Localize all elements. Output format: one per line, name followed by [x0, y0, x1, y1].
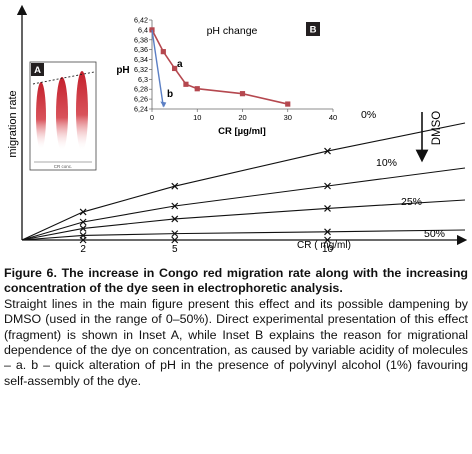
inset-b-y-tick-label-1: 6,26: [134, 95, 148, 104]
inset-b-axes: 6,246,266,286,36,326,346,366,386,46,42 0 1…: [134, 16, 337, 123]
main-x-axis-label: CR ( mg/ml): [297, 240, 351, 251]
main-series-line-3: [21, 229, 466, 241]
main-point-2-2: [171, 215, 179, 223]
inset-a-label: A: [34, 65, 41, 76]
inset-b-y-tick-label-9: 6,42: [134, 16, 148, 25]
main-series-label-0: 0%: [361, 109, 376, 121]
inset-b-x-axis-label: CR [µg/ml]: [218, 126, 266, 137]
main-series-group: 0% 10% 25% 50%: [21, 109, 466, 241]
inset-b-series-b-arrowhead: [160, 101, 167, 108]
inset-b-y-tick-label-3: 6,3: [138, 75, 148, 84]
inset-a-label-box: [31, 63, 44, 76]
inset-b-series-a-point-1: [160, 49, 166, 55]
inset-b-y-tick-label-4: 6,32: [134, 65, 148, 74]
main-chart-axes: [16, 4, 468, 246]
inset-b-label-box: [306, 22, 320, 36]
caption-body: Straight lines in the main figure presen…: [4, 296, 468, 388]
inset-b-y-tick-label-7: 6,38: [134, 35, 148, 44]
main-point-0-2: [171, 182, 179, 190]
main-point-0-3: [324, 147, 331, 155]
main-x-tick-label-1: 5: [172, 244, 178, 255]
inset-a: A CR conc.: [29, 61, 97, 171]
main-x-tick-label-2: 10: [322, 244, 334, 255]
inset-b-y-tick-label-8: 6,4: [138, 25, 148, 34]
inset-b-series-a-point-2: [172, 65, 178, 72]
main-x-marker-2: [324, 236, 331, 244]
inset-b-series: ab: [149, 27, 291, 108]
inset-b-x-tick-label-2: 20: [238, 113, 246, 122]
inset-a-xlabel: CR conc.: [54, 164, 73, 169]
main-point-1-2: [171, 202, 179, 210]
figure-caption: Figure 6. The increase in Congo red migr…: [4, 266, 468, 389]
inset-b-series-a-label: a: [177, 59, 183, 70]
inset-b-series-b-line: [151, 29, 165, 107]
gel-band-3: [76, 71, 88, 151]
dmso-label: DMSO: [431, 111, 443, 146]
inset-b-title: pH change: [207, 25, 258, 37]
inset-b-series-a-point-5: [239, 91, 246, 97]
main-point-1-3: [324, 182, 331, 190]
inset-b-series-b-label: b: [167, 89, 173, 100]
caption-title: Figure 6. The increase in Congo red migr…: [4, 266, 468, 296]
main-point-2-1: [79, 224, 87, 232]
main-point-0-1: [79, 208, 87, 216]
inset-b-y-tick-label-5: 6,34: [134, 55, 148, 64]
main-series-label-2: 25%: [401, 196, 422, 208]
main-y-axis-label: migration rate: [7, 90, 19, 157]
inset-b-series-a-point-6: [285, 101, 291, 107]
main-x-tick-label-0: 2: [80, 244, 86, 255]
main-x-marker-0: [79, 236, 87, 244]
figure: migration rate CR ( mg/ml) 0% 10% 25% 50% 2…: [7, 4, 468, 255]
main-point-2-3: [324, 204, 331, 212]
main-point-1-1: [79, 218, 87, 226]
inset-b-x-tick-label-1: 10: [193, 113, 201, 122]
inset-b-label: B: [310, 25, 317, 36]
inset-b-y-tick-label-0: 6,24: [134, 105, 148, 114]
gel-band-2: [56, 77, 68, 151]
main-point-3-3: [324, 228, 331, 236]
inset-b-x-tick-label-3: 30: [284, 113, 292, 122]
inset-b-y-tick-label-2: 6,28: [134, 85, 148, 94]
main-point-3-2: [171, 230, 179, 238]
main-series-label-3: 50%: [424, 228, 445, 240]
inset-b-x-tick-label-4: 40: [329, 113, 337, 122]
inset-b-series-a-point-3: [183, 81, 189, 87]
inset-b-series-a-point-4: [194, 86, 200, 92]
main-x-ticks: 2 5 10: [79, 236, 334, 255]
main-x-marker-1: [171, 236, 179, 244]
main-series-line-2: [21, 199, 466, 241]
inset-b-x-tick-label-0: 0: [150, 113, 154, 122]
gel-band-1: [36, 82, 46, 150]
main-series-label-1: 10%: [376, 157, 397, 169]
inset-b-y-tick-label-6: 6,36: [134, 45, 148, 54]
inset-b: B pH change pH CR [µg/ml] 6,246,266,286,…: [116, 16, 337, 138]
inset-b-y-axis-label: pH: [116, 65, 129, 76]
